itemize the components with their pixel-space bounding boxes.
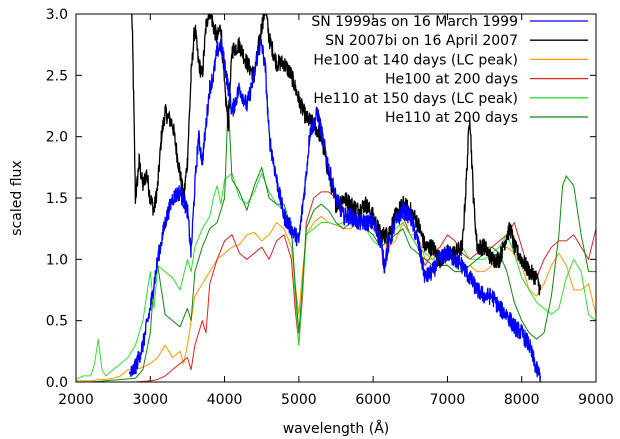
y-tick-label: 2.0 (46, 130, 68, 146)
x-tick-label: 2000 (58, 392, 94, 408)
legend-label-3: He100 at 200 days (385, 72, 518, 88)
y-tick-label: 1.5 (46, 191, 68, 207)
series-line-4 (76, 173, 596, 380)
y-tick-label: 2.5 (46, 68, 68, 84)
series-line-0 (128, 37, 541, 382)
y-tick-label: 0.5 (46, 314, 68, 330)
legend-label-5: He110 at 200 days (385, 110, 518, 126)
x-tick-label: 7000 (430, 392, 466, 408)
x-tick-label: 8000 (504, 392, 540, 408)
series-layer (76, 14, 596, 382)
legend-label-1: SN 2007bi on 16 April 2007 (325, 33, 518, 49)
legend: SN 1999as on 16 March 1999 SN 2007bi on 1… (311, 14, 588, 126)
legend-label-0: SN 1999as on 16 March 1999 (311, 14, 518, 30)
x-tick-label: 5000 (281, 392, 317, 408)
y-tick-label: 3.0 (46, 7, 68, 23)
series-line-5 (76, 99, 596, 382)
axes-layer: 2000 3000 4000 5000 6000 7000 8000 9000 0.0 0.5 1.… (46, 7, 614, 408)
x-axis-label: wavelength (Å) (283, 420, 390, 437)
x-tick-label: 4000 (207, 392, 243, 408)
y-tick-label: 0.0 (46, 375, 68, 391)
y-tick-label: 1.0 (46, 252, 68, 268)
x-tick-label: 3000 (132, 392, 168, 408)
x-tick-label: 6000 (355, 392, 391, 408)
legend-label-2: He100 at 140 days (LC peak) (313, 52, 518, 68)
y-axis-label: scaled flux (9, 160, 25, 235)
legend-label-4: He110 at 150 days (LC peak) (313, 91, 518, 107)
x-tick-label: 9000 (578, 392, 614, 408)
